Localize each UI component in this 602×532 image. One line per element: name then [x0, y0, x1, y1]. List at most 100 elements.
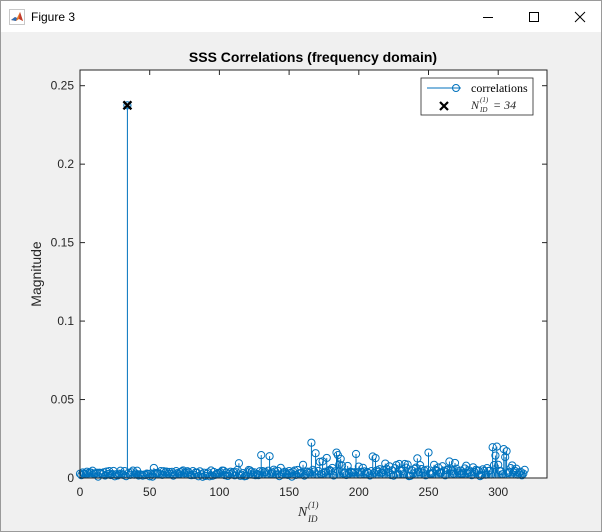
- title-bar[interactable]: Figure 3: [1, 1, 601, 32]
- chart-title: SSS Correlations (frequency domain): [189, 49, 437, 65]
- stem-marker: [406, 471, 415, 480]
- stem-marker: [443, 465, 453, 474]
- y-tick-label: 0.15: [51, 236, 75, 250]
- stem-marker: [337, 461, 347, 470]
- stem-marker: [113, 471, 122, 480]
- stem-marker: [255, 467, 264, 476]
- stem-marker: [159, 467, 168, 476]
- stem-marker: [236, 471, 245, 480]
- stem-marker: [413, 454, 422, 463]
- stem-marker: [520, 465, 529, 474]
- stem-marker: [127, 468, 136, 477]
- peak-x-marker: [122, 100, 133, 111]
- stem-marker: [381, 459, 390, 468]
- stem-marker: [416, 461, 425, 470]
- stem-marker: [245, 466, 255, 475]
- stem-marker: [499, 445, 508, 454]
- stem-marker: [322, 453, 331, 463]
- stem-marker: [449, 469, 458, 478]
- y-tick-label: 0: [67, 471, 74, 485]
- maximize-button[interactable]: [511, 1, 557, 32]
- stem-marker: [480, 466, 489, 476]
- minimize-icon: [483, 16, 493, 18]
- stem-marker: [474, 466, 483, 475]
- stem-marker: [421, 471, 430, 480]
- legend[interactable]: correlations N (1) ID = 34: [420, 77, 534, 116]
- stem-marker: [491, 451, 500, 460]
- matlab-icon: [9, 9, 25, 25]
- stem-marker: [411, 463, 421, 472]
- stem-marker: [162, 467, 171, 476]
- x-tick-label: 250: [418, 485, 438, 499]
- stem-marker: [485, 466, 494, 475]
- stem-marker: [315, 457, 324, 466]
- x-tick-label: 100: [209, 485, 229, 499]
- y-tick-label: 0.2: [57, 157, 74, 171]
- axis-ticks: 0 50 100 150 200 250 300 0 0.05 0.1 0.15 0.2 0.25: [51, 70, 547, 499]
- minimize-button[interactable]: [465, 1, 511, 32]
- stem-marker: [128, 466, 138, 475]
- legend-circle-marker-icon: [452, 84, 460, 92]
- stem-marker: [310, 467, 319, 476]
- plot-area: SSS Correlations (frequency domain) Magn…: [28, 49, 548, 524]
- stem-marker: [351, 449, 361, 459]
- stem-marker: [475, 472, 485, 481]
- x-tick-label: 200: [349, 485, 369, 499]
- stem-marker: [403, 460, 412, 469]
- y-tick-label: 0.25: [51, 79, 75, 93]
- x-axis-label-main: N: [297, 505, 308, 520]
- maximize-icon: [529, 11, 539, 22]
- stem-marker: [424, 448, 433, 457]
- stem-marker: [265, 452, 274, 461]
- stem-marker: [298, 460, 308, 469]
- axes-background: [80, 70, 547, 478]
- stem-marker: [364, 469, 373, 478]
- close-button[interactable]: [557, 1, 601, 32]
- stem-marker: [308, 465, 317, 474]
- legend-peak-main: N: [470, 98, 480, 112]
- stem-marker: [234, 459, 244, 468]
- x-axis-label-sub: ID: [307, 514, 318, 524]
- stem-marker: [156, 466, 165, 476]
- x-tick-label: 50: [143, 485, 157, 499]
- stem-marker: [488, 443, 497, 452]
- x-tick-label: 150: [279, 485, 299, 499]
- stem-marker: [205, 472, 214, 481]
- stem-marker: [450, 458, 460, 468]
- stem-marker: [489, 461, 499, 470]
- stem-marker: [123, 101, 132, 110]
- legend-peak-sub: ID: [479, 106, 487, 114]
- y-tick-label: 0.1: [57, 314, 74, 328]
- stem-marker: [442, 465, 451, 475]
- axes-box: [79, 69, 548, 479]
- x-tick-label: 0: [77, 485, 84, 499]
- legend-entry-peak: N (1) ID = 34: [470, 96, 516, 114]
- stem-marker: [512, 464, 521, 473]
- stem-marker: [501, 453, 510, 462]
- stem-marker: [365, 471, 375, 480]
- stem-marker: [105, 466, 114, 476]
- legend-entry-correlations: correlations: [471, 81, 528, 95]
- y-axis-label: Magnitude: [28, 241, 44, 307]
- stem-marker: [325, 465, 334, 475]
- stem-marker: [396, 465, 405, 474]
- stem-marker: [519, 469, 528, 478]
- stem-marker: [257, 450, 266, 460]
- x-axis-label: N (1) ID: [297, 500, 319, 524]
- stem-marker: [502, 447, 511, 456]
- stem-marker: [331, 467, 340, 476]
- stem-marker: [307, 438, 316, 447]
- stem-marker: [477, 471, 486, 480]
- close-icon: [574, 11, 586, 22]
- peak-marker-series: [122, 100, 133, 111]
- legend-peak-rest: = 34: [493, 98, 516, 112]
- x-axis-label-sup: (1): [308, 500, 319, 510]
- stem-marker: [169, 471, 178, 480]
- stem-marker: [492, 442, 501, 451]
- stem-marker: [453, 467, 462, 476]
- stem-marker: [388, 466, 397, 475]
- y-tick-label: 0.05: [51, 393, 75, 407]
- stem-marker: [395, 459, 404, 469]
- stem-marker: [445, 457, 454, 466]
